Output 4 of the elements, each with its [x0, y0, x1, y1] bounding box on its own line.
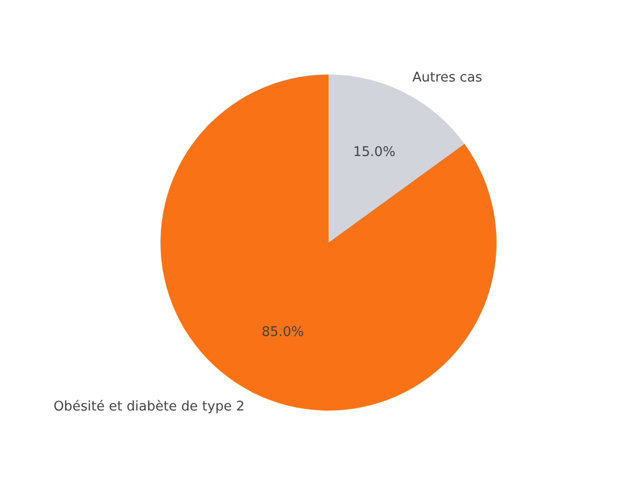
data-label: 15.0%	[353, 145, 396, 160]
data-label: 85.0%	[262, 324, 304, 340]
slice-label: Autres cas	[412, 70, 482, 86]
slice-label: Obésité et diabète de type 2	[53, 400, 245, 415]
